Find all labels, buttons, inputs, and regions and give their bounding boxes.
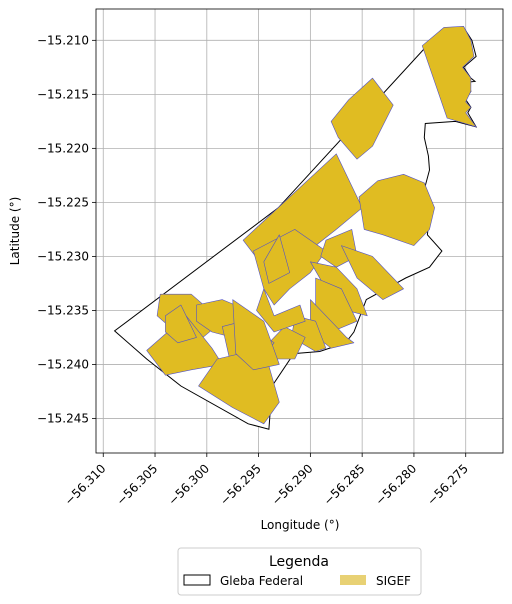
x-tick-label: −56.285 xyxy=(321,461,368,508)
y-tick-label: −15.235 xyxy=(37,303,89,317)
sigef-layer xyxy=(146,25,477,425)
sigef-parcel xyxy=(358,174,435,246)
x-tick-label: −56.280 xyxy=(373,461,420,508)
legend-title: Legenda xyxy=(269,554,329,570)
sigef-parcel xyxy=(232,299,280,371)
y-tick-label: −15.225 xyxy=(37,195,89,209)
sigef-parcel xyxy=(165,304,197,344)
y-axis-ticks: −15.210 −15.215 −15.220 −15.225 −15.230 −15.2… xyxy=(37,33,96,425)
legend-swatch-sigef xyxy=(340,575,366,585)
sigef-parcel xyxy=(341,245,404,300)
legend-label-sigef: SIGEF xyxy=(376,574,411,588)
y-tick-label: −15.215 xyxy=(37,87,89,101)
y-tick-label: −15.240 xyxy=(37,357,89,371)
plot-frame xyxy=(95,8,504,454)
y-tick-label: −15.210 xyxy=(37,33,89,47)
y-axis-label: Latitude (°) xyxy=(8,197,22,266)
sigef-parcel xyxy=(421,25,477,128)
x-tick-label: −56.275 xyxy=(424,461,471,508)
y-tick-label: −15.220 xyxy=(37,141,89,155)
legend-swatch-gleba xyxy=(183,574,211,586)
sigef-parcel xyxy=(268,326,306,360)
sigef-parcel xyxy=(330,77,394,160)
sigef-parcel xyxy=(263,234,291,284)
x-tick-label: −56.300 xyxy=(165,461,212,508)
y-tick-label: −15.245 xyxy=(37,411,89,425)
x-tick-label: −56.310 xyxy=(62,461,109,508)
x-axis-label: Longitude (°) xyxy=(261,518,340,532)
x-tick-label: −56.290 xyxy=(269,461,316,508)
y-tick-label: −15.230 xyxy=(37,249,89,263)
x-tick-label: −56.295 xyxy=(217,461,264,508)
x-axis-ticks: −56.310 −56.305 −56.300 −56.295 −56.290 −56.2… xyxy=(62,453,471,508)
x-tick-label: −56.305 xyxy=(114,461,161,508)
legend: Legenda Gleba Federal SIGEF xyxy=(177,547,422,596)
legend-label-gleba: Gleba Federal xyxy=(220,574,303,588)
sigef-parcel xyxy=(256,288,306,333)
